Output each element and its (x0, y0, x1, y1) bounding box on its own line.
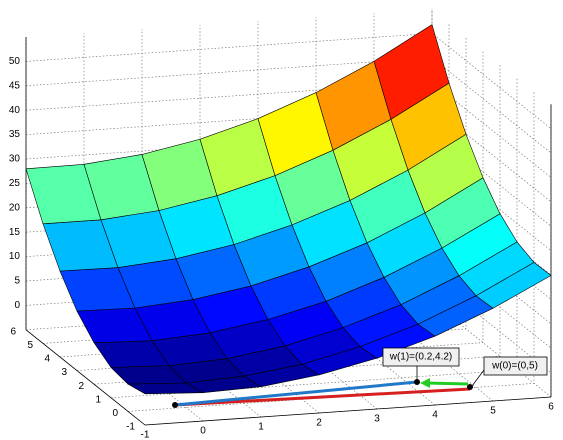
y-tick-label: 4 (44, 354, 50, 365)
z-tick-label: 50 (9, 56, 21, 67)
point (172, 402, 178, 408)
annotation-box (382, 347, 460, 367)
grid-line (127, 90, 535, 412)
y-tick-label: 0 (112, 408, 118, 419)
y-tick-label: 3 (61, 367, 67, 378)
z-tick-label: 40 (9, 105, 21, 116)
x-tick-label: 5 (490, 406, 496, 417)
z-tick-label: 35 (9, 129, 21, 140)
grid-line (93, 63, 501, 385)
x-tick-label: 2 (316, 418, 322, 429)
x-tick-label: 4 (432, 410, 438, 421)
z-tick-label: 5 (14, 276, 20, 287)
z-tick-label: 10 (9, 251, 21, 262)
surface (25, 24, 552, 395)
y-tick-label: 6 (10, 326, 16, 337)
annotation: w(0)=(0,5) (491, 361, 538, 372)
leader (471, 369, 485, 387)
z-tick-label: 20 (9, 202, 21, 213)
point (414, 379, 420, 385)
axis-line (25, 329, 146, 426)
descent-path: w(1)=(0.2,4.2) w(0)=(0,5) (172, 347, 548, 408)
z-tick-label: 25 (9, 178, 21, 189)
path-line (174, 387, 471, 407)
path-line (174, 380, 418, 407)
axis-line (144, 396, 552, 426)
x-tick-label: 3 (374, 414, 380, 425)
z-tick-label: 45 (9, 80, 21, 91)
y-tick-label: 1 (95, 394, 101, 405)
arrow-head (420, 378, 430, 388)
surface-patch (373, 24, 450, 120)
y-tick-label: -1 (126, 422, 135, 433)
y-tick-label: 5 (27, 340, 33, 351)
z-tick-label: 15 (9, 227, 21, 238)
x-tick-label: 6 (548, 402, 554, 413)
x-tick-label: -1 (141, 430, 150, 440)
x-tick-label: 0 (200, 426, 206, 437)
z-tick-label: 30 (9, 154, 21, 165)
y-tick-label: 2 (78, 381, 84, 392)
grid-line (76, 49, 484, 371)
annotation: w(1)=(0.2,4.2) (389, 352, 453, 363)
step-arrow (425, 381, 469, 386)
grid-line (83, 33, 204, 422)
annotation-box (483, 356, 548, 376)
grid-line (141, 29, 262, 418)
point (467, 384, 473, 390)
z-tick-label: 0 (14, 300, 20, 311)
x-tick-label: 1 (258, 422, 264, 433)
grid-line (199, 25, 320, 414)
